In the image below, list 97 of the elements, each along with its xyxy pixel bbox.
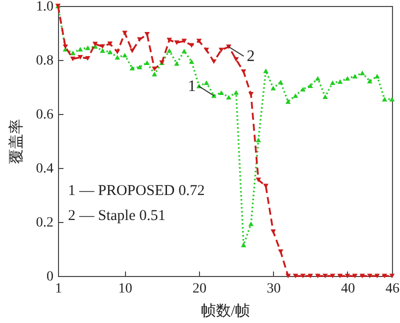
point (114, 50, 120, 54)
point (196, 38, 202, 44)
x-tick-label: 10 (118, 282, 132, 296)
point (78, 55, 83, 60)
point (130, 48, 135, 54)
point (308, 83, 313, 88)
point (389, 274, 395, 278)
point (315, 76, 320, 81)
point (270, 86, 276, 90)
x-tick-label: 46 (386, 282, 400, 296)
point (211, 59, 217, 64)
point (188, 43, 194, 48)
annotation: 1 — PROPOSED 0.72 (68, 183, 205, 199)
point (322, 94, 328, 100)
point (114, 55, 120, 60)
point (285, 274, 291, 278)
annotation: 2 — Staple 0.51 (68, 208, 166, 224)
point (292, 274, 298, 278)
point (248, 222, 254, 226)
point (122, 52, 128, 58)
point (62, 44, 68, 50)
point (122, 30, 128, 36)
annotation: 1 (188, 78, 196, 96)
point (174, 40, 180, 46)
point (85, 46, 90, 50)
point (352, 74, 358, 78)
point (263, 184, 268, 188)
point (240, 69, 246, 74)
point (107, 50, 113, 54)
point (70, 50, 76, 56)
y-tick-label: 0.6 (36, 108, 54, 122)
point (256, 138, 262, 142)
point (174, 61, 180, 66)
point (367, 78, 372, 84)
point (278, 80, 284, 84)
point (100, 48, 106, 53)
point (233, 57, 239, 62)
point (240, 242, 246, 248)
point (144, 32, 150, 37)
point (100, 44, 106, 49)
point (330, 274, 336, 278)
point (337, 79, 343, 84)
point (137, 64, 142, 70)
point (85, 56, 90, 61)
point (300, 274, 306, 278)
x-tick-label: 20 (192, 282, 207, 296)
point (352, 274, 358, 278)
point (78, 46, 83, 52)
point (315, 274, 320, 278)
point (360, 70, 365, 76)
point (360, 274, 365, 278)
y-tick-label: 0.2 (36, 216, 54, 230)
y-tick-label: 1.0 (36, 0, 54, 14)
point (278, 249, 284, 254)
point (130, 66, 135, 70)
point (166, 48, 172, 53)
point (188, 59, 194, 64)
point (263, 68, 268, 74)
x-tick-label: 1 (55, 282, 62, 296)
point (256, 178, 262, 182)
point (233, 90, 239, 95)
point (322, 274, 328, 278)
y-tick-label: 0.4 (36, 162, 54, 176)
point (70, 56, 76, 62)
point (389, 96, 395, 102)
point (308, 274, 313, 278)
y-axis-title: 覆盖率 (8, 119, 25, 164)
x-tick-label: 40 (340, 282, 355, 296)
point (92, 42, 98, 46)
x-axis-title: 帧数/帧 (200, 302, 250, 320)
point (182, 38, 187, 44)
point (107, 42, 113, 46)
point (270, 229, 276, 234)
point (204, 48, 210, 52)
y-tick-label: 0 (46, 270, 54, 284)
point (292, 93, 298, 98)
point (337, 274, 343, 278)
x-tick-label: 30 (266, 282, 281, 296)
point (374, 74, 380, 78)
point (166, 38, 172, 42)
point (204, 80, 210, 85)
point (382, 96, 388, 102)
y-tick-label: 0.8 (36, 54, 54, 68)
annotation: 2 (246, 48, 255, 66)
point (374, 274, 380, 278)
point (226, 94, 232, 100)
point (344, 76, 350, 81)
point (182, 48, 187, 54)
point (382, 274, 388, 278)
point (344, 274, 350, 278)
point (367, 274, 372, 278)
point (285, 99, 291, 104)
point (218, 90, 224, 95)
point (218, 48, 224, 52)
point (152, 72, 158, 76)
point (330, 80, 336, 85)
point (300, 86, 306, 92)
